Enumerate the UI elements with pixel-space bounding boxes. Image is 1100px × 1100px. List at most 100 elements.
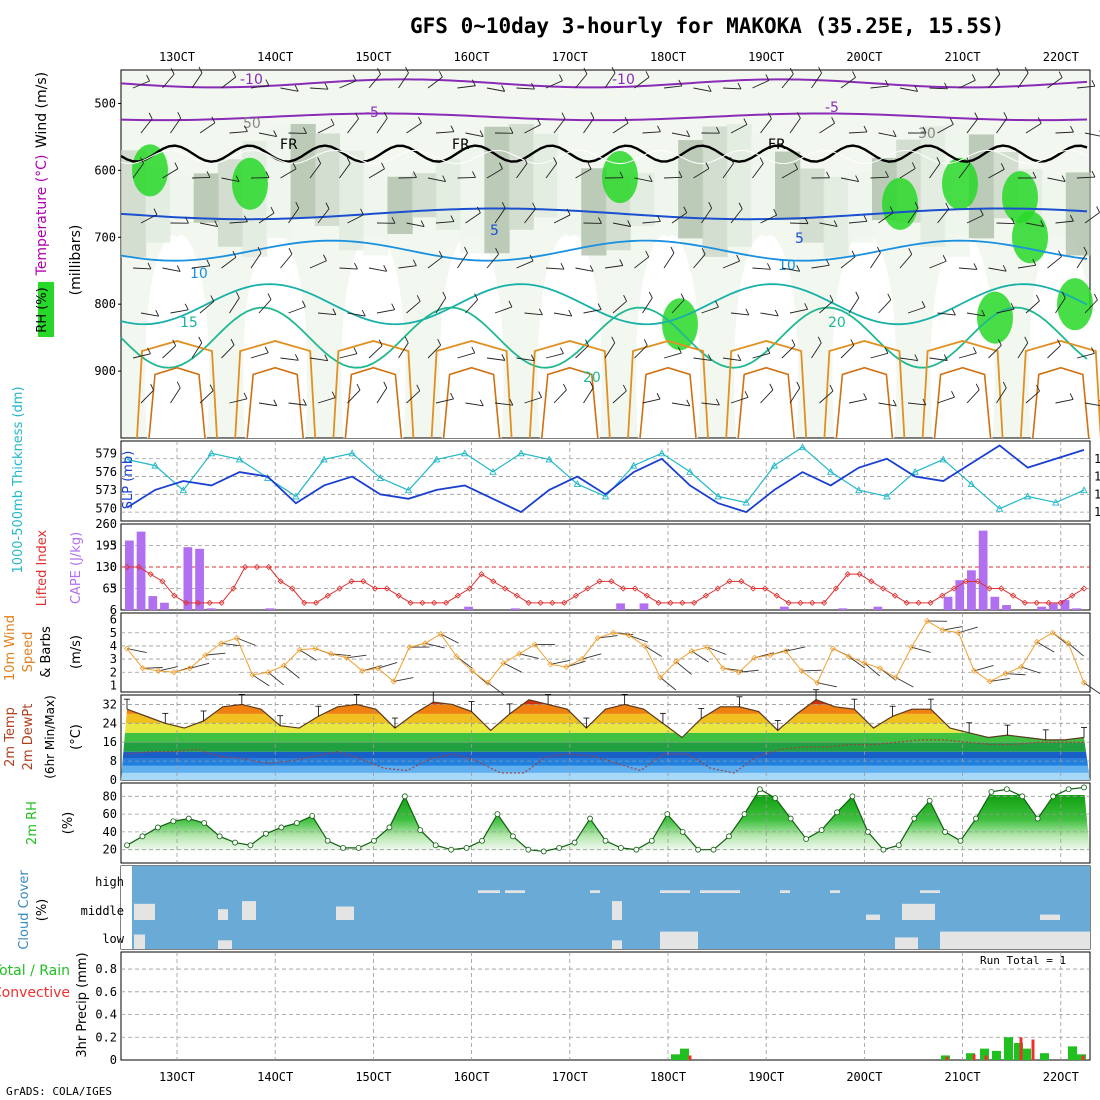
temperature-contour <box>528 340 611 439</box>
li-marker <box>797 599 804 606</box>
axis-side-label: 2m DewPt <box>21 704 36 771</box>
wind-barb <box>1025 390 1040 404</box>
axis-side-label: 3hr Precip (mm) <box>75 952 90 1057</box>
surface-wind-barb <box>691 650 709 663</box>
wind-speed-marker <box>218 640 225 647</box>
wind-barb-flag <box>884 79 889 87</box>
wind-barb-flag <box>585 339 589 346</box>
li-marker <box>856 571 863 578</box>
wind-barb <box>280 357 299 361</box>
thickness-marker <box>320 455 328 463</box>
wind-barb-flag <box>537 118 541 125</box>
wind-speed-marker <box>516 650 523 657</box>
li-marker <box>903 599 910 606</box>
top-date-ticks: 13OCT 14OCT 15OCT 16OCT 17OCT 18OCT 19OCT 20OCT… <box>159 50 1079 64</box>
cape-bar <box>967 570 976 610</box>
wind-barb-flag <box>683 206 688 213</box>
contour-label: 10 <box>190 266 208 282</box>
wind-barb-flag <box>737 354 742 361</box>
wind-barb <box>162 267 181 272</box>
li-marker <box>336 585 343 592</box>
contour-label: -10 <box>240 72 263 88</box>
cape-bar <box>955 580 965 610</box>
y-tick-label: 5 <box>110 626 117 640</box>
rh-marker <box>1019 793 1026 800</box>
wind-barb-flag <box>472 171 476 178</box>
cape-bar <box>873 606 883 610</box>
wind-barb <box>140 312 159 317</box>
pressure-tick: 600 <box>94 163 116 177</box>
pressure-tick: 700 <box>94 230 116 244</box>
wind-barb <box>789 308 808 314</box>
wind-barb-flag <box>966 157 971 164</box>
rh-shade-cell <box>435 158 462 230</box>
rh-shade-cell <box>1065 172 1091 256</box>
li-marker <box>761 585 769 592</box>
y-tick-label: 4 <box>110 639 117 653</box>
rh-marker <box>293 820 300 826</box>
li-marker <box>171 592 178 599</box>
wind-barb <box>339 163 351 179</box>
wind-barb <box>730 124 748 134</box>
wind-barb <box>516 163 528 179</box>
wind-barb <box>258 132 277 137</box>
rh-marker <box>247 842 254 849</box>
temp-band <box>121 732 1090 743</box>
wind-barb <box>819 122 835 134</box>
rh-moist-patch <box>132 144 168 197</box>
run-total: Run Total = 1 <box>980 954 1066 967</box>
wind-barb <box>1047 77 1063 89</box>
wind-barb <box>486 253 499 269</box>
rh-shade-cell <box>653 158 680 219</box>
wind-barb <box>435 221 454 224</box>
wind-barb-flag <box>206 259 211 267</box>
wind-barb <box>996 222 1015 225</box>
wind-barb <box>1076 176 1095 179</box>
wind-barb-flag <box>323 254 327 261</box>
wind-barb-flag <box>509 127 514 134</box>
precip-convective-bar <box>984 1055 988 1060</box>
axis-side-label: 1000-500mb Thickness (dm) <box>11 386 26 573</box>
wind-barb <box>435 398 454 404</box>
temperature-contour <box>823 340 906 439</box>
wind-barb-flag <box>273 130 278 137</box>
wind-barb <box>899 357 918 361</box>
wind-barb-flag <box>265 171 270 178</box>
wind-barb-flag <box>332 308 337 315</box>
thickness-marker <box>770 461 779 469</box>
wind-barb <box>170 117 182 134</box>
rh-dry-region <box>734 235 799 438</box>
wind-barb-flag <box>885 170 889 178</box>
li-marker <box>1080 585 1088 592</box>
wind-barb-flag <box>176 381 181 389</box>
wind-barb-flag <box>559 74 563 81</box>
li-marker <box>1045 599 1052 606</box>
thickness-tick: 576 <box>95 465 117 479</box>
wind-barb <box>642 220 661 224</box>
wind-barb-flag <box>568 309 573 317</box>
cape-bar <box>838 608 848 610</box>
rh-shade-cell <box>920 126 946 247</box>
thickness-marker <box>911 467 919 475</box>
li-marker <box>986 585 993 592</box>
li-marker <box>773 592 780 599</box>
rh-marker <box>849 793 856 800</box>
wind-speed-marker <box>1002 670 1009 677</box>
wind-barb-flag <box>936 157 941 164</box>
y-tick-label: 6 <box>110 613 117 627</box>
cloud-block <box>940 931 1090 949</box>
surface-wind-barb <box>817 682 837 688</box>
wind-barb <box>427 76 443 89</box>
cape-bar <box>160 602 169 610</box>
wind-barb <box>693 253 706 269</box>
wind-barb-flag <box>437 339 442 346</box>
wind-barb <box>524 124 541 134</box>
li-marker <box>383 585 390 592</box>
wind-barb <box>132 267 151 270</box>
y-tick-label: 1008 <box>1094 505 1100 519</box>
wind-barb-flag <box>979 209 984 216</box>
rh-markers <box>124 784 1087 855</box>
wind-barb-flag <box>645 71 650 78</box>
wind-barb-flag <box>264 346 269 353</box>
precip-convective-bar <box>972 1054 976 1060</box>
